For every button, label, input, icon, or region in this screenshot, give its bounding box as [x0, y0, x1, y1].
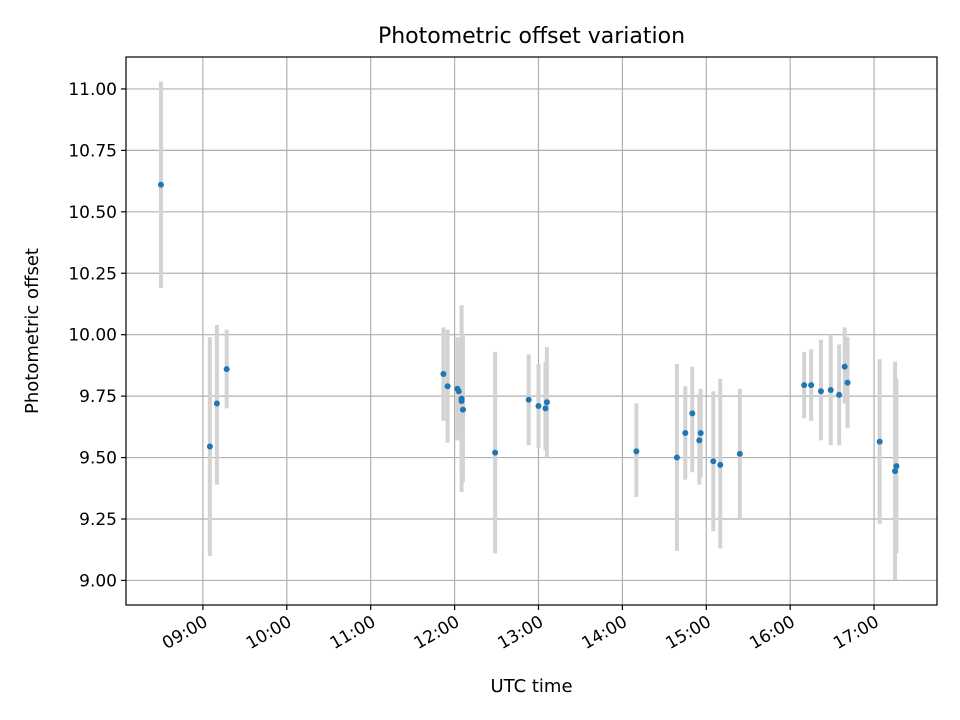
x-tick-label: 12:00	[411, 612, 463, 654]
y-tick-label: 10.25	[68, 264, 117, 284]
data-point	[710, 458, 717, 465]
data-point	[844, 379, 851, 386]
x-tick-label: 17:00	[830, 612, 882, 654]
x-axis-label: UTC time	[490, 676, 572, 697]
data-point	[157, 181, 164, 188]
x-tick-label: 16:00	[746, 612, 798, 654]
data-point	[696, 437, 703, 444]
data-point	[543, 399, 550, 406]
data-point	[206, 443, 213, 450]
y-tick-label: 10.00	[68, 326, 117, 346]
x-tick-label: 09:00	[159, 612, 211, 654]
data-point	[836, 391, 843, 398]
x-tick-label: 13:00	[495, 612, 547, 654]
x-tick-label: 14:00	[578, 612, 630, 654]
data-point	[444, 383, 451, 390]
data-point	[817, 388, 824, 395]
point-layer	[157, 181, 900, 475]
data-point	[682, 429, 689, 436]
y-tick-label: 9.50	[79, 449, 117, 469]
x-tick-label: 15:00	[662, 612, 714, 654]
data-point	[542, 405, 549, 412]
x-tick-label: 10:00	[243, 612, 295, 654]
data-point	[841, 363, 848, 370]
data-point	[827, 386, 834, 393]
data-point	[633, 448, 640, 455]
tick-layer: 09:00 10:00 11:00 12:00 13:00 14:00 15:00 16:00…	[68, 80, 882, 654]
y-tick-label: 10.75	[68, 141, 117, 161]
y-axis-label: Photometric offset	[22, 248, 43, 414]
data-point	[535, 402, 542, 409]
data-point	[801, 382, 808, 389]
y-tick-label: 11.00	[68, 80, 117, 100]
data-point	[892, 468, 899, 475]
data-point	[673, 454, 680, 461]
data-point	[689, 410, 696, 417]
data-point	[213, 400, 220, 407]
data-point	[697, 429, 704, 436]
x-tick-label: 11:00	[327, 612, 379, 654]
grid-layer	[126, 57, 937, 605]
data-point	[736, 450, 743, 457]
data-point	[808, 382, 815, 389]
data-point	[223, 366, 230, 373]
y-tick-label: 10.50	[68, 203, 117, 223]
y-tick-label: 9.00	[79, 571, 117, 591]
errorbar-layer	[158, 81, 899, 581]
data-point	[717, 461, 724, 468]
data-point	[459, 406, 466, 413]
chart-title: Photometric offset variation	[378, 24, 685, 49]
plot-frame	[125, 56, 938, 606]
y-tick-label: 9.75	[79, 387, 117, 407]
data-point	[893, 463, 900, 470]
data-point	[492, 449, 499, 456]
data-point	[455, 388, 462, 395]
data-point	[876, 438, 883, 445]
data-point	[458, 398, 465, 405]
y-tick-label: 9.25	[79, 510, 117, 530]
data-point	[525, 396, 532, 403]
data-point	[440, 371, 447, 378]
